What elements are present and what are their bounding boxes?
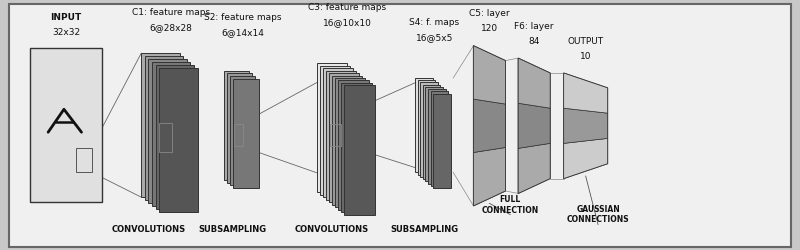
Text: C1: feature maps: C1: feature maps — [132, 8, 210, 17]
Text: 120: 120 — [481, 24, 498, 33]
Bar — [323, 68, 354, 197]
Bar — [335, 78, 366, 207]
Bar — [76, 148, 92, 172]
Text: 84: 84 — [529, 37, 540, 46]
Polygon shape — [564, 108, 608, 144]
Text: S2: feature maps: S2: feature maps — [204, 13, 282, 22]
Bar — [159, 123, 171, 152]
Text: C5: layer: C5: layer — [469, 10, 510, 18]
Polygon shape — [518, 103, 550, 148]
Bar — [159, 68, 198, 212]
Polygon shape — [564, 138, 608, 178]
Bar — [223, 70, 249, 180]
Bar — [329, 73, 359, 202]
Text: 10: 10 — [580, 52, 591, 60]
Bar — [338, 80, 369, 210]
Bar — [234, 124, 243, 146]
Bar — [415, 78, 433, 172]
Bar — [433, 94, 450, 188]
Bar — [418, 80, 435, 174]
Text: FULL
CONNECTION: FULL CONNECTION — [482, 195, 539, 214]
Text: CONVOLUTIONS: CONVOLUTIONS — [295, 226, 369, 234]
Text: 6@14x14: 6@14x14 — [222, 28, 264, 37]
Polygon shape — [474, 46, 506, 206]
Bar — [156, 65, 194, 209]
Bar — [342, 83, 371, 212]
Bar — [230, 76, 255, 185]
Text: INPUT: INPUT — [50, 13, 82, 22]
Bar — [423, 85, 441, 179]
Bar — [344, 86, 374, 214]
Bar — [30, 48, 102, 202]
Polygon shape — [518, 58, 550, 108]
Text: 32x32: 32x32 — [52, 28, 80, 37]
Text: CONVOLUTIONS: CONVOLUTIONS — [111, 226, 186, 234]
Bar — [320, 66, 350, 195]
Bar — [317, 63, 347, 192]
Text: SUBSAMPLING: SUBSAMPLING — [198, 226, 266, 234]
Polygon shape — [474, 148, 506, 206]
Text: SUBSAMPLING: SUBSAMPLING — [390, 226, 458, 234]
Bar — [430, 92, 448, 186]
Text: 16@5x5: 16@5x5 — [415, 33, 453, 42]
Text: GAUSSIAN
CONNECTIONS: GAUSSIAN CONNECTIONS — [566, 205, 630, 225]
Text: 6@28x28: 6@28x28 — [150, 23, 193, 32]
Polygon shape — [474, 46, 506, 104]
Bar — [332, 76, 362, 204]
Text: OUTPUT: OUTPUT — [568, 37, 604, 46]
Bar — [152, 62, 190, 206]
Bar — [326, 70, 356, 200]
Bar — [226, 73, 252, 182]
Polygon shape — [518, 144, 550, 194]
Bar — [149, 59, 186, 203]
Polygon shape — [474, 99, 506, 152]
Bar — [426, 87, 443, 181]
Polygon shape — [564, 73, 608, 178]
Bar — [233, 79, 258, 188]
Bar — [142, 53, 179, 197]
Text: C3: feature maps: C3: feature maps — [308, 3, 386, 12]
Polygon shape — [564, 73, 608, 113]
Text: F6: layer: F6: layer — [514, 22, 554, 31]
Polygon shape — [518, 58, 550, 194]
Text: S4: f. maps: S4: f. maps — [409, 18, 459, 27]
Text: 16@10x10: 16@10x10 — [323, 18, 372, 27]
Bar — [428, 89, 446, 184]
Bar — [330, 124, 341, 146]
Bar — [145, 56, 183, 200]
Bar — [420, 82, 438, 177]
